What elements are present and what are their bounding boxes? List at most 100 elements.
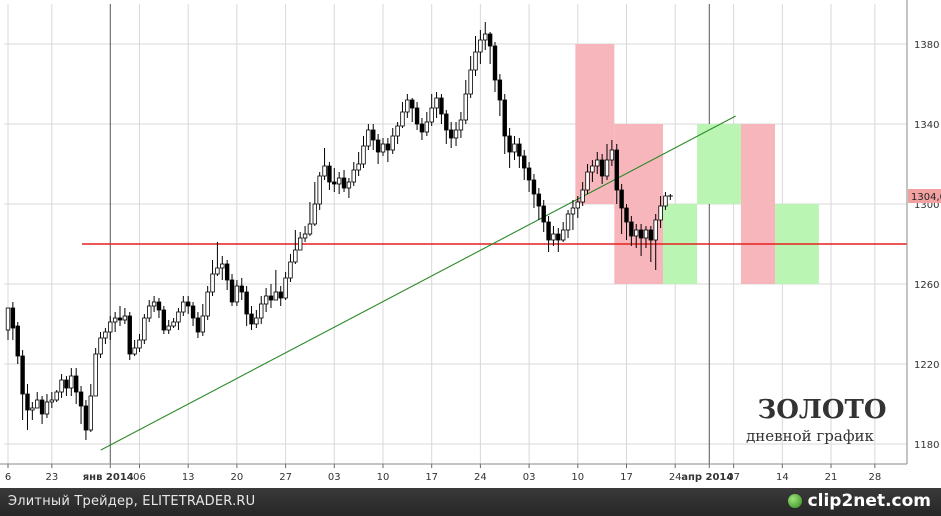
candle: [522, 150, 527, 180]
candle: [122, 308, 128, 324]
candle: [332, 168, 337, 192]
candle: [565, 210, 571, 238]
candle: [88, 384, 93, 432]
candle: [478, 30, 483, 64]
candle: [536, 188, 542, 220]
candle-body: [468, 69, 473, 95]
candle: [400, 102, 405, 128]
candle-body: [541, 205, 546, 223]
candle: [507, 128, 512, 168]
candle: [341, 170, 347, 192]
candle-body: [307, 223, 313, 235]
candle: [15, 322, 20, 364]
candle: [463, 80, 468, 124]
candle-body: [15, 325, 20, 357]
candle: [439, 94, 444, 124]
x-tick-label: 17: [620, 472, 633, 483]
candle: [161, 306, 167, 334]
candle-body: [395, 125, 400, 137]
candle-body: [653, 219, 658, 241]
candle-body: [5, 307, 11, 331]
candle-body: [78, 391, 84, 407]
candle: [78, 386, 84, 424]
candle: [366, 124, 371, 150]
candle-body: [171, 321, 176, 327]
candle: [259, 296, 264, 324]
candle-body: [30, 407, 35, 411]
candle: [132, 340, 137, 356]
candle-body: [638, 229, 644, 239]
candle-body: [478, 39, 483, 53]
candle: [69, 368, 74, 396]
candle: [108, 316, 113, 340]
y-tick-label: 1220: [914, 360, 939, 371]
candle-body: [609, 149, 615, 161]
candle-body: [429, 107, 434, 123]
candle: [98, 332, 103, 358]
candle: [44, 394, 50, 418]
candle-body: [483, 33, 488, 41]
candles: [5, 22, 673, 440]
last-price-label: 1304,0: [911, 192, 941, 203]
candle: [419, 118, 425, 140]
candle-body: [190, 305, 196, 319]
candle-body: [351, 169, 356, 183]
candle-body: [522, 155, 527, 169]
candle-body: [137, 339, 142, 349]
candle: [375, 134, 381, 164]
candle: [268, 284, 274, 308]
candle-body: [259, 303, 264, 319]
candle-body: [458, 119, 464, 131]
candle: [10, 302, 16, 340]
candle: [351, 162, 356, 186]
candle-body: [244, 291, 249, 315]
candle-body: [210, 273, 215, 293]
candle: [410, 98, 415, 122]
candle: [575, 196, 580, 218]
candle: [239, 278, 244, 300]
candle-body: [599, 159, 605, 177]
candle: [283, 272, 288, 300]
watermark-text: clip2net.com: [807, 491, 931, 511]
candle: [54, 390, 59, 402]
candle-body: [565, 213, 571, 231]
candle: [103, 328, 108, 344]
candle-body: [122, 315, 128, 321]
candle: [244, 286, 249, 326]
x-tick-label: 20: [231, 472, 244, 483]
candle-body: [619, 189, 624, 209]
candle: [570, 200, 576, 230]
candle-body: [629, 221, 634, 237]
candle-body: [156, 301, 162, 311]
candle: [263, 288, 269, 312]
candle: [361, 136, 366, 168]
candle-body: [283, 277, 288, 299]
candle: [590, 160, 595, 182]
candle: [371, 124, 376, 150]
zone-green: [697, 124, 741, 204]
candle-body: [419, 123, 425, 133]
candle: [638, 224, 644, 256]
candle-body: [239, 285, 244, 293]
candle-body: [410, 99, 415, 109]
x-tick-label: 10: [571, 472, 584, 483]
candle-body: [502, 99, 507, 137]
candle-body: [103, 331, 108, 339]
candle-body: [424, 121, 430, 133]
candle-body: [161, 309, 167, 331]
candle-body: [473, 51, 478, 71]
candle: [526, 162, 532, 192]
candle: [429, 94, 434, 126]
axes: 1180 1220 1260 1300 1340 1380 6 23 янв 2014 06 13 2…: [0, 0, 941, 483]
candle: [25, 384, 30, 430]
candle: [512, 136, 517, 160]
candle: [434, 92, 439, 118]
x-tick-label: 23: [45, 472, 58, 483]
candle-body: [147, 305, 152, 319]
candle: [502, 94, 507, 154]
chart-svg: 1180 1220 1260 1300 1340 1380 6 23 янв 2014 06 13 2…: [0, 0, 941, 483]
candle: [405, 94, 410, 118]
candle-body: [288, 261, 293, 279]
candle-body: [142, 317, 147, 341]
